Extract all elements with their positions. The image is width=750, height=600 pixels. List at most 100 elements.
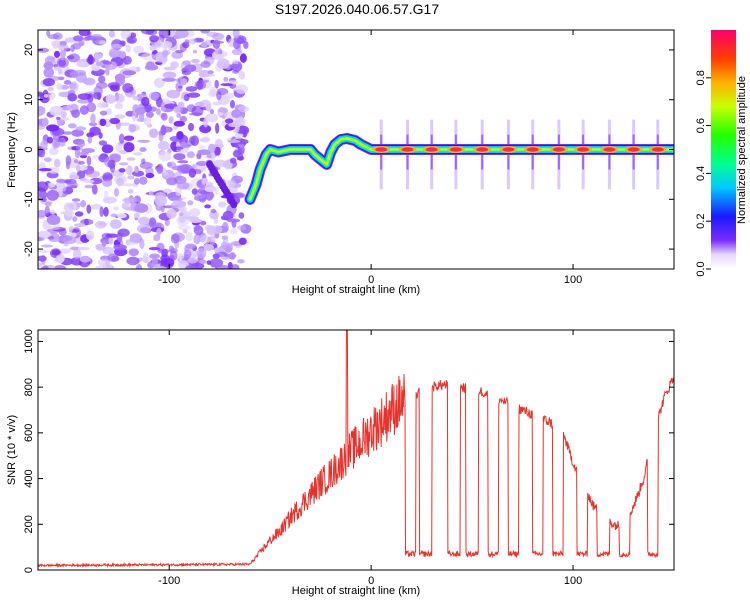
noise-blob	[122, 83, 134, 93]
noise-blob	[137, 139, 151, 143]
noise-blob	[123, 142, 135, 153]
noise-blob	[57, 68, 62, 75]
noise-blob	[102, 61, 113, 65]
noise-blob	[91, 184, 98, 195]
noise-blob	[68, 123, 77, 129]
pulse-peak-inner	[577, 147, 590, 152]
noise-blob	[123, 135, 135, 141]
pulse-peak-inner	[401, 147, 414, 152]
noise-blob	[66, 182, 79, 188]
noise-blob	[64, 209, 74, 217]
noise-blob	[54, 50, 60, 58]
noise-blob	[99, 110, 108, 116]
noise-blob	[214, 146, 221, 156]
noise-blob	[114, 114, 126, 119]
noise-blob	[126, 165, 133, 176]
noise-blob	[98, 140, 108, 146]
noise-blob	[160, 257, 175, 268]
noise-blob	[128, 248, 139, 257]
noise-blob	[162, 171, 168, 176]
noise-blob	[86, 155, 92, 166]
noise-blob	[212, 253, 220, 259]
noise-blob	[70, 44, 75, 53]
noise-blob	[165, 128, 171, 133]
noise-blob	[77, 93, 92, 100]
noise-blob	[172, 200, 180, 205]
noise-blob	[194, 169, 202, 175]
pulse-peak-inner	[502, 147, 515, 152]
noise-blob	[139, 147, 147, 152]
noise-blob	[44, 201, 52, 207]
noise-blob	[91, 203, 102, 210]
noise-blob	[49, 105, 64, 116]
noise-blob	[98, 75, 106, 84]
noise-blob	[154, 195, 167, 207]
noise-blob	[213, 217, 219, 224]
noise-blob	[110, 84, 120, 92]
noise-blob	[76, 202, 81, 208]
noise-blob	[201, 136, 211, 143]
noise-blob	[189, 208, 201, 217]
y-tick-label: -20	[23, 241, 35, 257]
noise-blob	[77, 246, 90, 251]
noise-blob	[105, 93, 116, 105]
y-tick-label: 800	[23, 378, 35, 396]
noise-blob	[149, 253, 161, 259]
noise-blob	[204, 204, 212, 209]
noise-blob	[101, 144, 114, 154]
noise-blob	[110, 43, 123, 49]
noise-blob	[38, 262, 43, 268]
noise-blob	[178, 215, 186, 224]
noise-blob	[62, 131, 74, 135]
x-tick-label: 0	[368, 274, 374, 286]
noise-blob	[176, 164, 190, 174]
noise-blob	[69, 174, 80, 180]
noise-blob	[72, 216, 78, 222]
noise-blob	[44, 56, 56, 65]
y-tick-label: 0	[23, 567, 35, 573]
noise-blob	[118, 162, 129, 166]
noise-blob	[228, 122, 239, 128]
noise-blob	[220, 256, 232, 260]
noise-blob	[148, 190, 154, 196]
noise-blob	[56, 253, 65, 264]
noise-blob	[121, 183, 135, 187]
noise-blob	[47, 167, 60, 174]
noise-blob	[48, 225, 60, 230]
noise-blob	[113, 206, 120, 211]
colorbar-tick-label: 0.8	[695, 70, 707, 85]
noise-blob	[90, 113, 96, 124]
noise-blob	[162, 71, 177, 79]
noise-blob	[75, 126, 87, 131]
noise-blob	[48, 147, 59, 156]
noise-blob	[114, 73, 126, 82]
noise-blob	[86, 102, 97, 113]
noise-blob	[187, 200, 194, 206]
noise-blob	[133, 212, 140, 219]
noise-blob	[161, 101, 166, 112]
noise-blob	[178, 253, 183, 261]
pulse-peak-inner	[651, 147, 664, 152]
noise-blob	[110, 219, 122, 230]
x-tick-label: 100	[564, 575, 582, 587]
noise-blob	[168, 245, 175, 254]
noise-blob	[60, 111, 67, 118]
noise-blob	[201, 73, 216, 77]
noise-blob	[38, 105, 46, 116]
noise-blob	[194, 101, 205, 107]
noise-blob	[68, 226, 73, 233]
noise-blob	[56, 116, 61, 120]
noise-blob	[229, 228, 238, 235]
noise-blob	[38, 47, 50, 53]
noise-blob	[51, 249, 61, 256]
noise-blob	[148, 91, 160, 101]
noise-blob	[173, 153, 186, 161]
noise-blob	[47, 86, 54, 92]
noise-blob	[97, 40, 107, 45]
noise-blob	[218, 201, 227, 208]
noise-blob	[160, 124, 167, 136]
noise-blob	[176, 131, 184, 140]
noise-blob	[59, 117, 70, 121]
noise-blob	[73, 159, 79, 164]
